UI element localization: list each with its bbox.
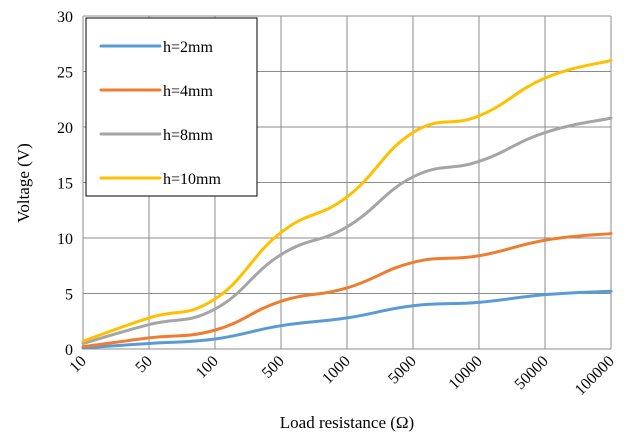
x-tick-label: 500: [259, 353, 288, 382]
x-tick-label: 1000: [319, 353, 354, 388]
legend: h=2mm h=4mm h=8mm h=10mm: [85, 17, 258, 197]
y-tick-label: 25: [57, 65, 73, 82]
series-line-h-10mm: [81, 58, 613, 343]
x-tick-label: 50000: [512, 353, 552, 393]
x-tick-label: 10000: [446, 353, 486, 393]
series-line-h-8mm: [81, 116, 613, 345]
y-tick-label: 0: [65, 342, 73, 359]
x-tick-label: 100000: [572, 353, 618, 399]
series-lines: [81, 58, 613, 350]
x-axis-label: Load resistance (Ω): [280, 413, 414, 432]
legend-label-h-8mm: h=8mm: [163, 127, 213, 144]
y-tick-label: 10: [57, 231, 73, 248]
y-tick-label: 20: [57, 120, 73, 137]
legend-label-h-2mm: h=2mm: [163, 39, 213, 56]
legend-label-h-4mm: h=4mm: [163, 83, 213, 100]
y-tick-labels: 0 5 10 15 20 25 30: [57, 9, 73, 359]
series-line-h-4mm: [81, 232, 613, 349]
legend-label-h-10mm: h=10mm: [163, 171, 221, 188]
x-tick-label: 5000: [385, 353, 420, 388]
x-tick-label: 100: [193, 353, 222, 382]
y-axis-label: Voltage (V): [14, 143, 33, 222]
y-tick-label: 15: [57, 176, 73, 193]
series-line-h-2mm: [81, 289, 613, 350]
x-tick-labels: 10 50 100 500 1000 5000 10000 50000 100000: [66, 353, 617, 399]
y-tick-label: 5: [65, 287, 73, 304]
y-tick-label: 30: [57, 9, 73, 26]
x-tick-label: 50: [132, 353, 155, 376]
legend-box: [85, 17, 258, 197]
